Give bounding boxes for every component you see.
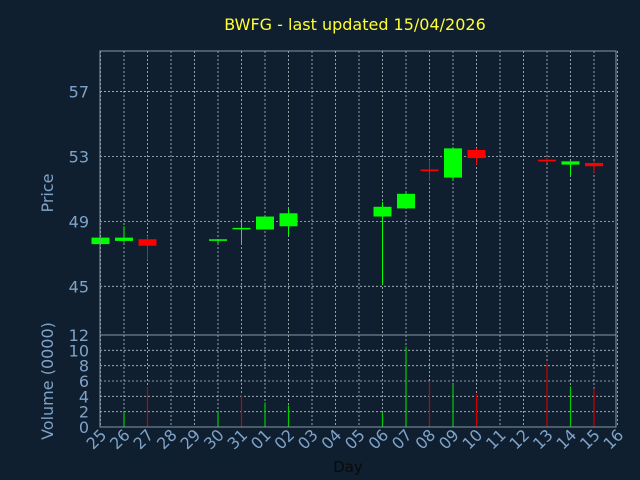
candle-body — [209, 239, 227, 241]
price-tick-label: 57 — [69, 83, 89, 102]
price-grid — [100, 51, 618, 335]
day-axis-label: Day — [333, 458, 363, 476]
volume-tick-label: 8 — [79, 357, 89, 376]
candle-body — [561, 161, 580, 165]
candle-body — [115, 237, 133, 241]
candle-body — [373, 206, 392, 217]
day-axis-ticks: 2526272829303101020304050607080910111213… — [82, 425, 627, 453]
volume-axis-label: Volume (0000) — [38, 322, 57, 440]
price-tick-label: 45 — [69, 277, 89, 296]
candle-body — [467, 149, 486, 159]
candle-body — [420, 169, 439, 172]
candle-body — [256, 216, 274, 230]
candle-body — [138, 239, 157, 246]
volume-panel-frame — [99, 334, 617, 428]
price-axis-ticks: 45 49 53 57 — [69, 83, 89, 297]
candle-body — [279, 213, 298, 227]
volume-tick-label: 10 — [69, 341, 89, 360]
volume-tick-label: 6 — [79, 372, 89, 391]
candle-body — [444, 148, 462, 178]
volume-tick-label: 12 — [69, 326, 89, 345]
volume-tick-label: 4 — [79, 387, 89, 406]
price-tick-label: 53 — [69, 147, 89, 166]
candle-body — [538, 159, 556, 162]
candle-body — [397, 193, 415, 209]
candle-body — [585, 162, 603, 167]
chart-title: BWFG - last updated 15/04/2026 — [224, 15, 486, 34]
volume-series — [123, 346, 595, 427]
price-tick-label: 49 — [69, 212, 89, 231]
volume-tick-label: 2 — [79, 403, 89, 422]
price-axis-label: Price — [38, 173, 57, 212]
candle-body — [232, 227, 251, 230]
volume-tick-label: 0 — [79, 418, 89, 437]
